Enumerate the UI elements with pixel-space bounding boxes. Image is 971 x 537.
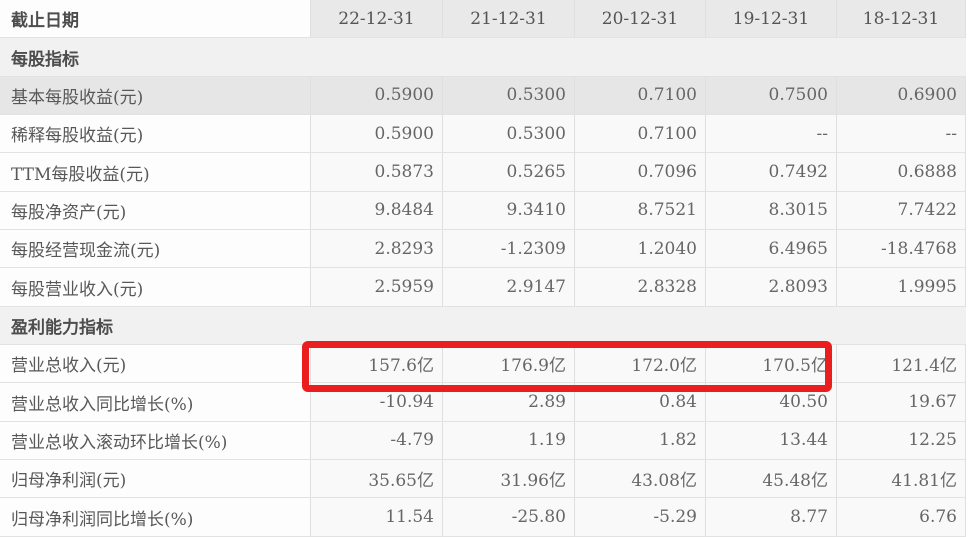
cell-value: 1.82 bbox=[574, 421, 705, 460]
cell-value: 8.7521 bbox=[574, 191, 705, 230]
cell-value: -4.79 bbox=[310, 421, 442, 460]
cell-value: -- bbox=[705, 115, 836, 153]
cell-value: 40.50 bbox=[705, 383, 836, 421]
row-label: 营业总收入滚动环比增长(%) bbox=[0, 421, 310, 460]
cell-value: 2.8093 bbox=[705, 268, 836, 306]
header-date: 18-12-31 bbox=[836, 0, 966, 38]
header-date: 22-12-31 bbox=[310, 0, 442, 38]
cell-value: 9.3410 bbox=[442, 191, 574, 230]
cell-value: 11.54 bbox=[310, 498, 442, 536]
row-label: 归母净利润(元) bbox=[0, 460, 310, 498]
cell-value: 12.25 bbox=[836, 421, 966, 460]
cell-value: 31.96亿 bbox=[442, 460, 574, 498]
cell-value: 176.9亿 bbox=[442, 345, 574, 383]
cell-value: 45.48亿 bbox=[705, 460, 836, 498]
row-label: 营业总收入同比增长(%) bbox=[0, 383, 310, 421]
cell-value: 1.9995 bbox=[836, 268, 966, 306]
cell-value: 1.19 bbox=[442, 421, 574, 460]
cell-value: 172.0亿 bbox=[574, 345, 705, 383]
row-label: 稀释每股收益(元) bbox=[0, 115, 310, 153]
cell-value: 0.7500 bbox=[705, 76, 836, 115]
table-row[interactable]: 营业总收入滚动环比增长(%) -4.79 1.19 1.82 13.44 12.… bbox=[0, 421, 966, 461]
cell-value: -18.4768 bbox=[836, 230, 966, 268]
table-row[interactable]: 基本每股收益(元) 0.5900 0.5300 0.7100 0.7500 0.… bbox=[0, 76, 966, 116]
cell-value: 0.5300 bbox=[442, 76, 574, 115]
row-label: 每股经营现金流(元) bbox=[0, 230, 310, 268]
cell-value: -10.94 bbox=[310, 383, 442, 421]
header-date: 21-12-31 bbox=[442, 0, 574, 38]
cell-value: 0.5265 bbox=[442, 153, 574, 191]
cell-value: 41.81亿 bbox=[836, 460, 966, 498]
cell-value: 2.8328 bbox=[574, 268, 705, 306]
section-title-label: 每股指标 bbox=[11, 49, 79, 70]
cell-value: 43.08亿 bbox=[574, 460, 705, 498]
row-label: 基本每股收益(元) bbox=[0, 76, 310, 115]
table-header-row: 截止日期 22-12-31 21-12-31 20-12-31 19-12-31… bbox=[0, 0, 966, 39]
cell-value: -25.80 bbox=[442, 498, 574, 536]
cell-value: 35.65亿 bbox=[310, 460, 442, 498]
cell-value: 0.5873 bbox=[310, 153, 442, 191]
cell-value: 8.3015 bbox=[705, 191, 836, 230]
cell-value: 121.4亿 bbox=[836, 345, 966, 383]
table-row[interactable]: 营业总收入同比增长(%) -10.94 2.89 0.84 40.50 19.6… bbox=[0, 383, 966, 422]
cell-value: 13.44 bbox=[705, 421, 836, 460]
table-row[interactable]: 每股营业收入(元) 2.5959 2.9147 2.8328 2.8093 1.… bbox=[0, 268, 966, 307]
cell-value: 0.5300 bbox=[442, 115, 574, 153]
cell-value: -1.2309 bbox=[442, 230, 574, 268]
cell-value: 1.2040 bbox=[574, 230, 705, 268]
table-row-total-revenue[interactable]: 营业总收入(元) 157.6亿 176.9亿 172.0亿 170.5亿 121… bbox=[0, 345, 966, 384]
section-title-label: 盈利能力指标 bbox=[11, 317, 113, 338]
table-row[interactable]: 稀释每股收益(元) 0.5900 0.5300 0.7100 -- -- bbox=[0, 115, 966, 154]
table-row[interactable]: 每股经营现金流(元) 2.8293 -1.2309 1.2040 6.4965 … bbox=[0, 230, 966, 269]
cell-value: 2.89 bbox=[442, 383, 574, 421]
row-label: 每股净资产(元) bbox=[0, 191, 310, 230]
cell-value: 0.6888 bbox=[836, 153, 966, 191]
cell-value: 19.67 bbox=[836, 383, 966, 421]
cell-value: 0.5900 bbox=[310, 76, 442, 115]
row-label: 每股营业收入(元) bbox=[0, 268, 310, 306]
cell-value: 2.8293 bbox=[310, 230, 442, 268]
cell-value: 2.5959 bbox=[310, 268, 442, 306]
cell-value: 0.7096 bbox=[574, 153, 705, 191]
cell-value: 157.6亿 bbox=[310, 345, 442, 383]
cell-value: 0.84 bbox=[574, 383, 705, 421]
cell-value: 7.7422 bbox=[836, 191, 966, 230]
cell-value: 6.4965 bbox=[705, 230, 836, 268]
table-row[interactable]: 归母净利润(元) 35.65亿 31.96亿 43.08亿 45.48亿 41.… bbox=[0, 460, 966, 499]
cell-value: 0.7100 bbox=[574, 76, 705, 115]
row-label: TTM每股收益(元) bbox=[0, 153, 310, 191]
header-date: 20-12-31 bbox=[574, 0, 705, 38]
cell-value: 0.6900 bbox=[836, 76, 966, 115]
cell-value: 2.9147 bbox=[442, 268, 574, 306]
header-date: 19-12-31 bbox=[705, 0, 836, 38]
cell-value: 9.8484 bbox=[310, 191, 442, 230]
cell-value: -- bbox=[836, 115, 966, 153]
section-title-per-share: 每股指标 bbox=[0, 38, 966, 77]
table-row[interactable]: 每股净资产(元) 9.8484 9.3410 8.7521 8.3015 7.7… bbox=[0, 191, 966, 231]
table-row[interactable]: 归母净利润同比增长(%) 11.54 -25.80 -5.29 8.77 6.7… bbox=[0, 498, 966, 537]
cell-value: 8.77 bbox=[705, 498, 836, 536]
cell-value: 0.7100 bbox=[574, 115, 705, 153]
cell-value: 0.5900 bbox=[310, 115, 442, 153]
row-label: 归母净利润同比增长(%) bbox=[0, 498, 310, 536]
table-row[interactable]: TTM每股收益(元) 0.5873 0.5265 0.7096 0.7492 0… bbox=[0, 153, 966, 192]
row-label: 营业总收入(元) bbox=[0, 345, 310, 383]
cell-value: 6.76 bbox=[836, 498, 966, 536]
cell-value: -5.29 bbox=[574, 498, 705, 536]
cell-value: 0.7492 bbox=[705, 153, 836, 191]
section-title-profitability: 盈利能力指标 bbox=[0, 306, 966, 346]
header-label-end-date: 截止日期 bbox=[0, 0, 310, 38]
cell-value: 170.5亿 bbox=[705, 345, 836, 383]
